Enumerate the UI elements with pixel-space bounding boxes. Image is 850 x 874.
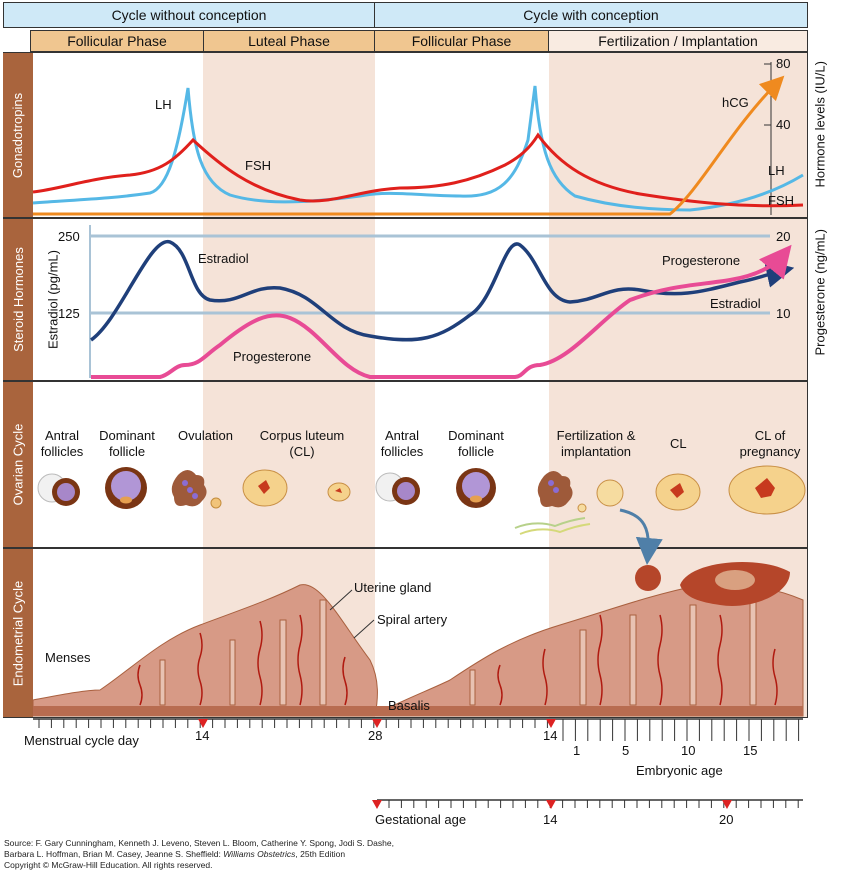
gest20-marker — [722, 800, 732, 809]
embryonic-ticks — [562, 719, 800, 741]
progesterone-axis-label: Progesterone (ng/mL) — [812, 229, 828, 356]
fertilization-label: Fertilization & implantation — [556, 428, 636, 459]
dominant-follicle-1-illustration — [105, 467, 147, 509]
progesterone-label-1: Progesterone — [233, 349, 312, 364]
gestational-ticks — [388, 800, 799, 808]
gestational-14-label: 14 — [543, 812, 558, 827]
tick-80: 80 — [776, 56, 791, 71]
dominant-follicle-label-2: Dominant follicle — [448, 428, 504, 459]
cl-of-pregnancy-label: CL of pregnancy — [739, 428, 801, 459]
day14-marker — [198, 719, 208, 728]
lh-curve — [32, 85, 804, 212]
embryonic-10-label: 10 — [681, 743, 696, 758]
implanted-embryo — [635, 562, 790, 606]
fsh-label-1: FSH — [245, 158, 271, 173]
tick-20: 20 — [776, 229, 791, 244]
uterine-gland-leader — [329, 589, 353, 611]
spiral-arteries — [137, 614, 778, 706]
antral-follicles-label: Antral follicles — [40, 428, 84, 459]
corpus-luteum-illustration — [242, 469, 351, 507]
cl-of-pregnancy-illustration — [728, 465, 806, 515]
embryonic-1-label: 1 — [573, 743, 581, 758]
gestational-age-label: Gestational age — [375, 812, 467, 827]
endometrium-tissue — [32, 584, 378, 717]
gest14-marker — [546, 800, 556, 809]
embryonic-5-label: 5 — [622, 743, 630, 758]
dominant-follicle-label: Dominant follicle — [99, 428, 155, 459]
hcg-label: hCG — [722, 95, 749, 110]
tick-250: 250 — [58, 229, 80, 244]
header-follicular-2: Follicular Phase — [374, 30, 549, 52]
header-fertilization: Fertilization / Implantation — [548, 30, 808, 52]
embryonic-15-label: 15 — [743, 743, 758, 758]
menses-label: Menses — [45, 650, 91, 665]
day-28-label: 28 — [368, 728, 383, 743]
embryonic-age-label: Embryonic age — [636, 763, 723, 778]
dominant-follicle-2-illustration — [456, 468, 496, 508]
antral-follicles-illustration — [37, 473, 80, 506]
tick-125: 125 — [58, 306, 80, 321]
fertilization-illustration — [514, 471, 624, 535]
sidebar-gonadotropins: Gonadotropins — [3, 53, 33, 217]
menstrual-cycle-day-label: Menstrual cycle day — [24, 733, 139, 748]
hcg-curve — [33, 75, 785, 216]
sidebar-endometrial: Endometrial Cycle — [3, 549, 33, 717]
estradiol-label-1: Estradiol — [198, 251, 249, 266]
corpus-luteum-label: Corpus luteum (CL) — [259, 428, 345, 459]
uterine-gland-label: Uterine gland — [354, 580, 432, 595]
cl-label: CL — [670, 436, 687, 451]
implantation-arrow — [619, 508, 663, 565]
ovulation-label: Ovulation — [178, 428, 233, 443]
lh-label-1: LH — [155, 97, 172, 112]
header-cycle-without: Cycle without conception — [3, 2, 375, 28]
sidebar-ovarian: Ovarian Cycle — [3, 382, 33, 547]
sidebar-steroid: Steroid Hormones — [3, 219, 33, 380]
fsh-label-2: FSH — [768, 193, 794, 208]
estradiol-label-2: Estradiol — [710, 296, 761, 311]
cl-illustration — [655, 473, 701, 511]
antral-follicles-2-illustration — [375, 472, 420, 505]
day-ticks — [38, 719, 548, 728]
spiral-artery-leader — [353, 619, 375, 639]
day14b-marker — [546, 719, 556, 728]
hormone-levels-axis-label: Hormone levels (IU/L) — [812, 61, 828, 188]
tick-10: 10 — [776, 306, 791, 321]
fsh-curve — [32, 132, 804, 208]
header-luteal: Luteal Phase — [203, 30, 375, 52]
day-14-label: 14 — [195, 728, 210, 743]
antral-follicles-label-2: Antral follicles — [380, 428, 424, 459]
header-follicular-1: Follicular Phase — [30, 30, 204, 52]
progesterone-curve — [91, 244, 792, 379]
day-14b-label: 14 — [543, 728, 558, 743]
gest-start-marker — [372, 800, 382, 809]
header-cycle-with: Cycle with conception — [374, 2, 808, 28]
basalis-label: Basalis — [388, 698, 430, 713]
spiral-artery-label: Spiral artery — [377, 612, 448, 627]
uterine-glands — [159, 599, 757, 706]
tick-40: 40 — [776, 117, 791, 132]
day28-marker — [372, 719, 382, 728]
estradiol-axis-label: Estradiol (pg/mL) — [45, 250, 61, 349]
lh-label-2: LH — [768, 163, 785, 178]
progesterone-label-2: Progesterone — [662, 253, 741, 268]
gestational-20-label: 20 — [719, 812, 734, 827]
ovulation-illustration — [171, 470, 222, 509]
source-citation: Source: F. Gary Cunningham, Kenneth J. L… — [4, 838, 394, 870]
